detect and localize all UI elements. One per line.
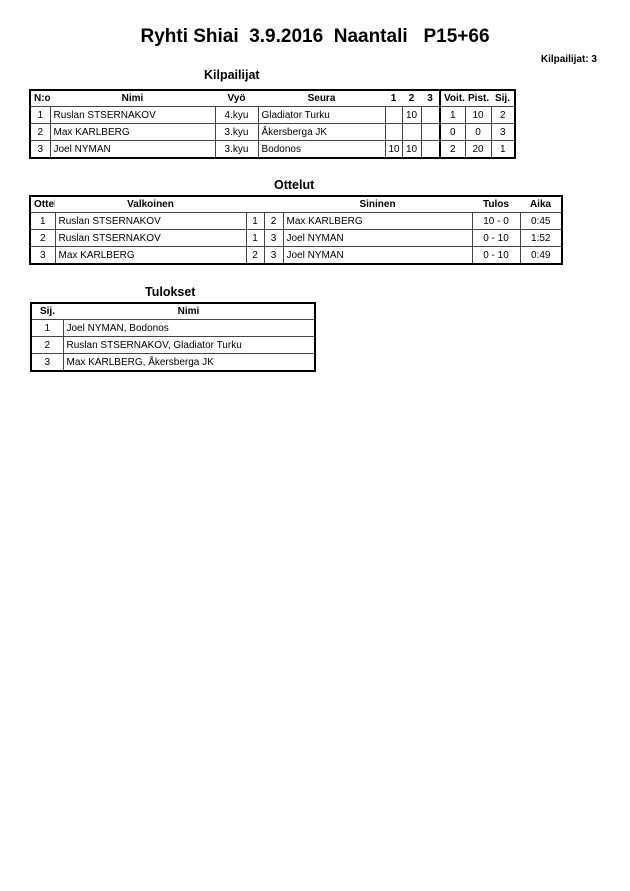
column-header: 2 (408, 93, 415, 104)
table-row: 2 Ruslan STSERNAKOV, Gladiator Turku (30, 336, 316, 354)
table-cell: Joel NYMAN, Bodonos (62, 319, 316, 337)
page-title: Ryhti Shiai 3.9.2016 Naantali P15+66 (140, 26, 490, 47)
table-cell: 3 (263, 246, 284, 265)
table-cell: Ruslan STSERNAKOV, Gladiator Turku (62, 336, 316, 354)
table-cell: Joel NYMAN (282, 229, 473, 247)
table-cell: Joel NYMAN (49, 140, 216, 159)
table-cell: 3 (263, 229, 284, 247)
table-row: 2 Ruslan STSERNAKOV 1 3 Joel NYMAN 0 - 10 1:52 (29, 229, 563, 247)
table-cell: 0:45 (519, 212, 563, 230)
column-header: 3 (427, 93, 433, 104)
table-cell: 1 (439, 106, 466, 124)
matches-heading: Ottelut (274, 178, 315, 192)
table-cell: Max KARLBERG (49, 123, 216, 141)
table-cell: 2 (29, 229, 56, 247)
table-cell: 1 (245, 212, 265, 230)
competitors-table: N:o Nimi Vyö Seura 1 2 3 Voit. Pist. Sij. 1 Ruslan … (29, 89, 516, 159)
table-cell: Åkersberga JK (257, 123, 386, 141)
table-cell: 20 (464, 140, 492, 159)
column-header: Sininen (359, 199, 396, 210)
column-header: Nimi (177, 306, 200, 317)
column-header: N:o (34, 93, 50, 104)
header-row: Ottelu Valkoinen Sininen Tulos Aika (30, 196, 562, 213)
competitors-heading: Kilpailijat (204, 68, 260, 82)
column-header: Vyö (227, 93, 246, 104)
table-row: 2 Max KARLBERG 3.kyu Åkersberga JK 0 0 3 (29, 123, 516, 141)
column-header (264, 196, 283, 213)
table-cell: 1 (29, 212, 56, 230)
table-cell: 1 (245, 229, 265, 247)
table-cell: 4.kyu (214, 106, 259, 124)
table-cell: 3 (29, 140, 51, 159)
table-cell: 2 (490, 106, 516, 124)
column-header: Tulos (483, 199, 509, 210)
table-cell: Joel NYMAN (282, 246, 473, 265)
table-cell (420, 123, 441, 141)
column-header: Valkoinen (127, 199, 174, 210)
table-cell: 10 (401, 106, 422, 124)
column-header: Voit. (439, 90, 465, 107)
table-cell: Max KARLBERG, Åkersberga JK (62, 353, 316, 372)
table-cell: 0 - 10 (471, 246, 521, 265)
table-cell: 3.kyu (214, 140, 259, 159)
table-cell: 10 (384, 140, 403, 159)
table-cell: 3.kyu (214, 123, 259, 141)
table-cell: 0 - 10 (471, 229, 521, 247)
column-header: Nimi (121, 93, 144, 104)
column-header: Sij. (494, 93, 510, 104)
table-cell: 2 (30, 336, 64, 354)
table-row: 3 Joel NYMAN 3.kyu Bodonos 10 10 2 20 1 (29, 140, 516, 159)
table-cell: 10 - 0 (471, 212, 521, 230)
table-row: 3 Max KARLBERG 2 3 Joel NYMAN 0 - 10 0:49 (29, 246, 563, 265)
column-header: 1 (390, 93, 397, 104)
table-row: 3 Max KARLBERG, Åkersberga JK (30, 353, 316, 372)
table-cell: 3 (30, 353, 64, 372)
table-cell: 1 (490, 140, 516, 159)
header-row: N:o Nimi Vyö Seura 1 2 3 Voit. Pist. Sij. (30, 90, 515, 107)
column-header (246, 196, 264, 213)
results-heading: Tulokset (145, 285, 196, 299)
column-header: Seura (307, 93, 336, 104)
table-row: 1 Ruslan STSERNAKOV 1 2 Max KARLBERG 10 - 0 0:… (29, 212, 563, 230)
header-row: Sij. Nimi (31, 303, 315, 320)
table-cell: 2 (439, 140, 466, 159)
column-header: Sij. (39, 306, 55, 317)
column-header: Pist. (468, 93, 490, 104)
table-row: 1 Ruslan STSERNAKOV 4.kyu Gladiator Turku 10… (29, 106, 516, 124)
table-cell: 1 (29, 106, 51, 124)
table-cell (384, 123, 403, 141)
table-cell: 2 (29, 123, 51, 141)
table-cell: 2 (263, 212, 284, 230)
table-cell: Gladiator Turku (257, 106, 386, 124)
table-cell: 3 (29, 246, 56, 265)
column-header: Ottelu (34, 199, 55, 210)
table-cell: 2 (245, 246, 265, 265)
table-cell: 3 (490, 123, 516, 141)
table-cell: Max KARLBERG (54, 246, 247, 265)
table-cell (384, 106, 403, 124)
table-cell: Ruslan STSERNAKOV (54, 212, 247, 230)
table-cell: 0:49 (519, 246, 563, 265)
results-table: Sij. Nimi 1 Joel NYMAN, Bodonos 2 Ruslan STSE… (30, 302, 316, 372)
table-cell (420, 106, 441, 124)
table-cell: 0 (464, 123, 492, 141)
table-cell: Max KARLBERG (282, 212, 473, 230)
table-cell: 10 (401, 140, 422, 159)
table-cell: Ruslan STSERNAKOV (54, 229, 247, 247)
competitor-count: Kilpailijat: 3 (540, 54, 597, 65)
table-cell (420, 140, 441, 159)
table-cell: 1 (30, 319, 64, 337)
table-cell: Ruslan STSERNAKOV (49, 106, 216, 124)
table-cell (401, 123, 422, 141)
table-cell: 10 (464, 106, 492, 124)
table-cell: 1:52 (519, 229, 563, 247)
table-row: 1 Joel NYMAN, Bodonos (30, 319, 316, 337)
column-header: Aika (529, 199, 552, 210)
table-cell: 0 (439, 123, 466, 141)
table-cell: Bodonos (257, 140, 386, 159)
